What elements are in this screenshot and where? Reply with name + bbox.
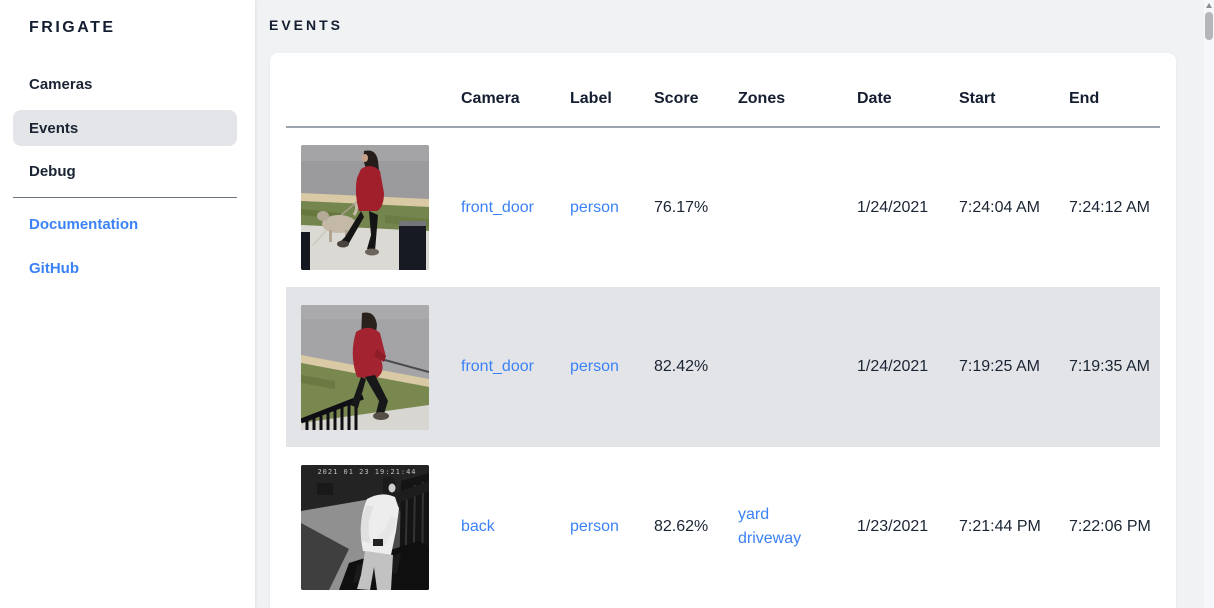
event-thumbnail[interactable] <box>301 304 429 430</box>
events-card: Camera Label Score Zones Date Start End <box>270 53 1176 608</box>
sidebar: FRIGATE Cameras Events Debug Documentati… <box>0 0 255 608</box>
sidebar-divider <box>13 197 237 198</box>
column-header-label: Label <box>555 53 639 128</box>
zones-cell <box>723 127 842 287</box>
column-header-zones: Zones <box>723 53 842 128</box>
event-row[interactable]: 2021 01 23 19:21:44 back person 82.62% y… <box>286 447 1160 607</box>
scrollbar-thumb[interactable] <box>1205 12 1213 40</box>
app-logo: FRIGATE <box>29 19 116 36</box>
events-table: Camera Label Score Zones Date Start End <box>286 53 1160 607</box>
column-header-thumbnail <box>286 53 446 128</box>
start-value: 7:21:44 PM <box>959 518 1041 535</box>
label-link[interactable]: person <box>570 198 619 216</box>
scrollbar[interactable] <box>1204 0 1214 608</box>
date-value: 1/24/2021 <box>842 287 944 447</box>
column-header-end: End <box>1054 53 1160 128</box>
score-value: 76.17% <box>654 198 709 216</box>
event-row[interactable]: front_door person 76.17% 1/24/2021 7:24:… <box>286 127 1160 287</box>
column-header-start: Start <box>944 53 1054 128</box>
table-header-row: Camera Label Score Zones Date Start End <box>286 53 1160 128</box>
label-link[interactable]: person <box>570 518 619 535</box>
sidebar-item-cameras[interactable]: Cameras <box>29 75 93 93</box>
event-thumbnail[interactable]: 2021 01 23 19:21:44 <box>301 464 429 590</box>
end-value: 7:24:12 AM <box>1069 198 1150 216</box>
date-value: 1/23/2021 <box>857 518 929 535</box>
camera-link[interactable]: front_door <box>461 198 534 216</box>
sidebar-link-github[interactable]: GitHub <box>29 260 79 277</box>
event-row[interactable]: front_door person 82.42% 1/24/2021 7:19:… <box>286 287 1160 447</box>
column-header-date: Date <box>842 53 944 128</box>
column-header-score: Score <box>639 53 723 128</box>
scrollbar-up-arrow-icon[interactable] <box>1206 3 1212 8</box>
zone-link[interactable]: driveway <box>738 530 802 547</box>
score-value: 82.62% <box>654 518 709 535</box>
end-value: 7:19:35 AM <box>1054 287 1160 447</box>
sidebar-item-debug[interactable]: Debug <box>29 162 76 180</box>
date-value: 1/24/2021 <box>857 198 929 216</box>
event-thumbnail[interactable] <box>301 145 429 270</box>
column-header-camera: Camera <box>446 53 555 128</box>
sidebar-item-events[interactable]: Events <box>13 110 237 146</box>
label-link[interactable]: person <box>570 358 619 375</box>
start-value: 7:24:04 AM <box>959 198 1040 216</box>
main-content: EVENTS Camera Label Score Zones Date Sta… <box>255 0 1214 608</box>
camera-link[interactable]: back <box>461 518 495 535</box>
sidebar-link-documentation[interactable]: Documentation <box>29 216 139 233</box>
end-value: 7:22:06 PM <box>1069 518 1151 535</box>
camera-link[interactable]: front_door <box>461 358 534 375</box>
score-value: 82.42% <box>639 287 723 447</box>
thumbnail-timestamp-overlay: 2021 01 23 19:21:44 <box>317 468 416 476</box>
page-title: EVENTS <box>269 17 344 33</box>
start-value: 7:19:25 AM <box>944 287 1054 447</box>
zones-cell: yard driveway <box>723 447 842 607</box>
zone-link[interactable]: yard <box>738 506 770 523</box>
zones-cell <box>723 287 842 447</box>
